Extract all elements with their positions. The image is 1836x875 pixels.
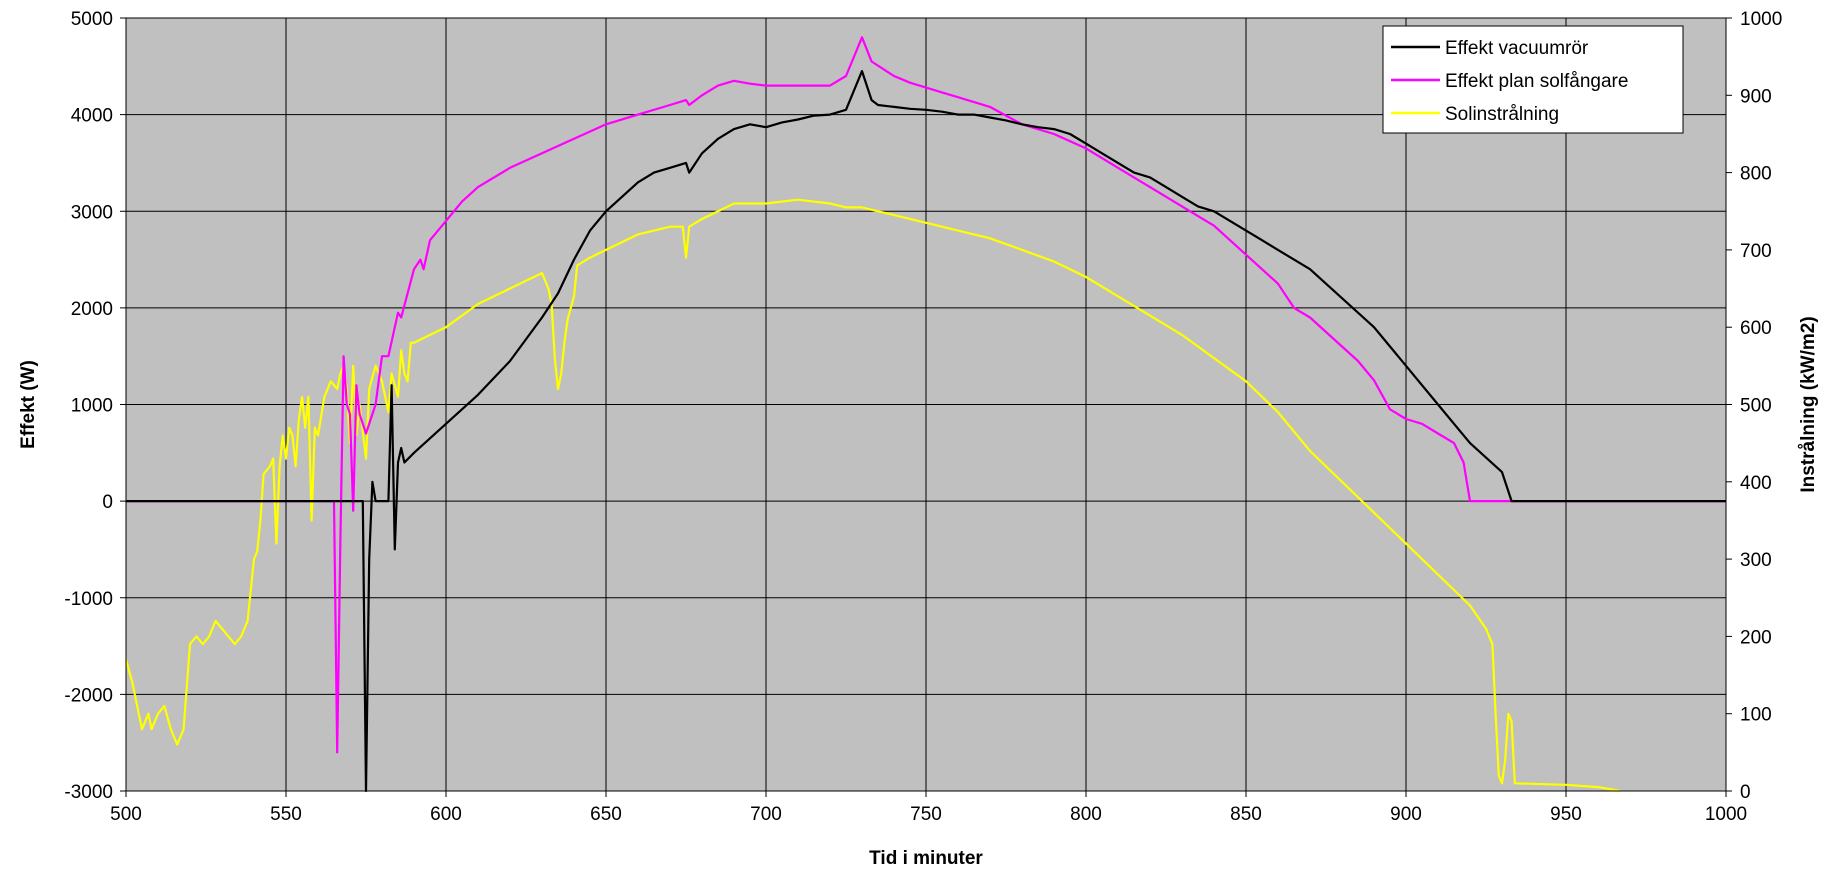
y-tick-label: 2000 [71,299,113,320]
y-axis-title: Effekt (W) [18,360,39,449]
y2-axis-title: Instrålning (kW/m2) [1798,316,1819,492]
x-axis-ticks: 500 550 600 650 700 750 800 850 900 950 1000 [110,791,1747,825]
x-tick-label: 850 [1230,804,1262,825]
x-tick-label: 900 [1390,804,1422,825]
y-tick-label: 5000 [71,9,113,30]
y2-tick-label: 1000 [1740,9,1782,30]
y2-tick-label: 200 [1740,627,1772,648]
legend-label: Effekt vacuumrör [1445,38,1589,59]
y2-tick-label: 800 [1740,164,1772,185]
y2-tick-label: 700 [1740,241,1772,262]
x-tick-label: 600 [430,804,462,825]
x-tick-label: 1000 [1705,804,1747,825]
x-axis-title: Tid i minuter [869,848,983,869]
x-tick-label: 750 [910,804,942,825]
y-axis-ticks: 5000 4000 3000 2000 1000 0 -1000 -2000 -3000 [64,9,126,803]
y2-tick-label: 0 [1740,782,1751,803]
y-tick-label: -3000 [64,782,113,803]
y2-tick-label: 400 [1740,473,1772,494]
y-tick-label: -1000 [64,589,113,610]
series-layer [124,36,1727,793]
legend: Effekt vacuumrör Effekt plan solfångare So… [1382,25,1684,134]
y2-tick-label: 600 [1740,318,1772,339]
x-tick-label: 700 [750,804,782,825]
y-tick-label: -2000 [64,685,113,706]
series-line-1 [126,36,1726,754]
x-tick-label: 550 [270,804,302,825]
legend-label: Solinstrålning [1445,104,1559,125]
y-tick-label: 1000 [71,396,113,417]
x-tick-label: 950 [1550,804,1582,825]
y-tick-label: 3000 [71,202,113,223]
y2-tick-label: 900 [1740,86,1772,107]
x-tick-label: 650 [590,804,622,825]
x-tick-label: 800 [1070,804,1102,825]
y-tick-label: 4000 [71,106,113,127]
x-tick-label: 500 [110,804,142,825]
legend-label: Effekt plan solfångare [1445,71,1628,92]
y2-tick-label: 100 [1740,705,1772,726]
y2-tick-label: 500 [1740,396,1772,417]
y-tick-label: 0 [102,492,113,513]
y2-tick-label: 300 [1740,550,1772,571]
